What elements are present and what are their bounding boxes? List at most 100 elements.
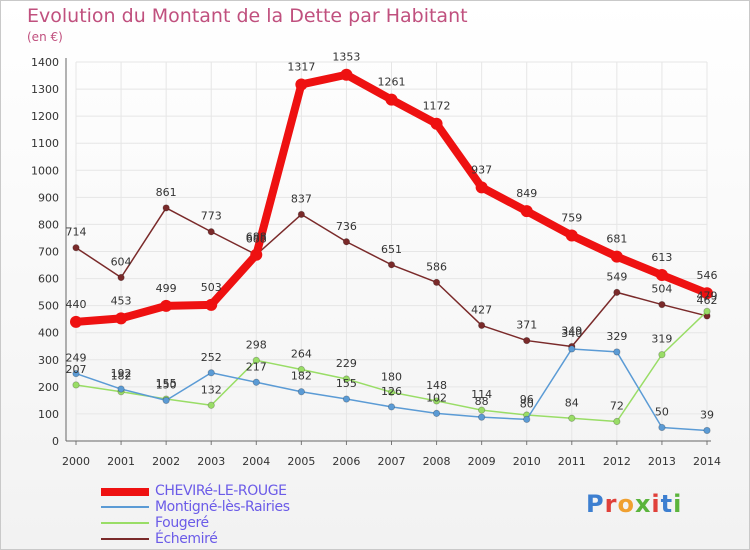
logo-letter: i — [651, 490, 661, 518]
data-label-chevire-2006: 1353 — [332, 51, 360, 64]
point-fougere-2003 — [207, 401, 215, 409]
data-label-fougere-2006: 229 — [336, 357, 357, 370]
y-tick-label-900: 900 — [38, 191, 59, 204]
x-tick-label-2010: 2010 — [513, 455, 541, 468]
x-tick-label-2007: 2007 — [378, 455, 406, 468]
data-label-echemire-2013: 504 — [651, 283, 672, 296]
data-label-montigne-2011: 340 — [561, 327, 582, 340]
point-echemire-2002 — [162, 204, 170, 212]
point-fougere-2014 — [703, 307, 711, 315]
point-echemire-2001 — [117, 273, 125, 282]
x-tick-label-2000: 2000 — [62, 455, 90, 468]
x-tick-label-2002: 2002 — [152, 455, 180, 468]
point-fougere-2011 — [568, 414, 576, 422]
point-montigne-2013 — [658, 423, 666, 432]
x-tick-label-2001: 2001 — [107, 455, 135, 468]
legend-swatch-fougere — [101, 522, 149, 524]
x-tick-label-2006: 2006 — [332, 455, 360, 468]
data-label-echemire-2002: 861 — [156, 186, 177, 199]
logo-letter: x — [634, 490, 652, 518]
point-chevire-2011 — [565, 229, 578, 242]
legend-swatch-chevire — [101, 488, 149, 496]
y-tick-label-0: 0 — [52, 435, 59, 448]
data-label-echemire-2008: 586 — [426, 260, 447, 273]
point-montigne-2000 — [72, 369, 80, 378]
point-fougere-2006 — [342, 375, 351, 383]
point-echemire-2012 — [613, 288, 621, 296]
data-label-echemire-2004: 688 — [246, 233, 267, 246]
data-label-fougere-2013: 319 — [651, 333, 672, 346]
data-label-montigne-2012: 329 — [606, 330, 627, 343]
data-label-chevire-2013: 613 — [651, 251, 672, 264]
point-fougere-2007 — [387, 388, 396, 396]
x-tick-label-2008: 2008 — [423, 455, 451, 468]
point-chevire-2007 — [385, 93, 398, 106]
point-chevire-2003 — [205, 298, 218, 311]
point-fougere-2012 — [613, 417, 621, 426]
data-label-fougere-2011: 84 — [565, 396, 579, 409]
data-label-montigne-2008: 102 — [426, 391, 447, 404]
point-montigne-2003 — [207, 369, 215, 377]
y-tick-label-1300: 1300 — [31, 83, 59, 96]
data-label-echemire-2012: 549 — [606, 270, 627, 283]
data-label-echemire-2014: 462 — [697, 294, 718, 307]
y-tick-label-1200: 1200 — [31, 110, 59, 123]
data-label-montigne-2000: 249 — [66, 352, 87, 365]
point-echemire-2000 — [72, 244, 80, 252]
point-chevire-2002 — [160, 299, 173, 312]
data-label-fougere-2003: 132 — [201, 383, 222, 396]
x-tick-label-2003: 2003 — [197, 455, 225, 468]
data-label-montigne-2001: 192 — [111, 367, 132, 380]
legend-item-chevire: CHEVIRé-LE-ROUGE — [101, 483, 341, 500]
data-label-montigne-2013: 50 — [655, 405, 669, 418]
y-tick-label-300: 300 — [38, 354, 59, 367]
point-chevire-2013 — [655, 269, 668, 282]
point-echemire-2008 — [432, 278, 441, 286]
chart-title: Evolution du Montant de la Dette par Hab… — [27, 5, 468, 27]
point-chevire-2006 — [340, 68, 353, 81]
point-echemire-2013 — [658, 300, 666, 309]
data-label-montigne-2004: 217 — [246, 360, 267, 373]
y-tick-label-500: 500 — [38, 300, 59, 313]
data-label-fougere-2001: 182 — [111, 370, 132, 383]
data-label-echemire-2010: 371 — [516, 319, 537, 332]
y-tick-label-700: 700 — [38, 246, 59, 259]
x-tick-label-2005: 2005 — [287, 455, 315, 468]
point-montigne-2011 — [568, 345, 576, 353]
point-chevire-2012 — [610, 250, 623, 263]
point-chevire-2000 — [70, 315, 82, 328]
data-label-montigne-2010: 80 — [520, 397, 534, 410]
point-fougere-2004 — [252, 356, 260, 364]
point-montigne-2010 — [523, 415, 531, 423]
point-montigne-2007 — [387, 403, 396, 411]
y-tick-label-400: 400 — [38, 327, 59, 340]
point-echemire-2005 — [297, 210, 305, 219]
data-label-echemire-2007: 651 — [381, 243, 402, 256]
data-label-montigne-2005: 182 — [291, 370, 312, 383]
data-label-fougere-2010: 96 — [520, 393, 534, 406]
point-montigne-2001 — [117, 385, 125, 393]
point-montigne-2006 — [342, 395, 351, 403]
y-tick-label-1400: 1400 — [31, 56, 59, 69]
data-label-fougere-2008: 148 — [426, 379, 447, 392]
data-label-montigne-2007: 126 — [381, 385, 402, 398]
data-label-echemire-2000: 714 — [66, 226, 87, 239]
data-label-chevire-2007: 1261 — [378, 76, 406, 89]
data-label-montigne-2003: 252 — [201, 351, 222, 364]
point-chevire-2009 — [475, 181, 488, 194]
data-label-fougere-2007: 180 — [381, 370, 402, 383]
data-label-echemire-2011: 349 — [561, 325, 582, 338]
data-label-chevire-2001: 453 — [111, 294, 132, 307]
data-label-chevire-2002: 499 — [156, 282, 177, 295]
data-label-fougere-2000: 207 — [66, 363, 87, 376]
y-tick-label-100: 100 — [38, 408, 59, 421]
y-tick-label-1100: 1100 — [31, 137, 59, 150]
y-tick-label-600: 600 — [38, 273, 59, 286]
y-tick-label-200: 200 — [38, 381, 59, 394]
x-tick-label-2009: 2009 — [468, 455, 496, 468]
point-fougere-2009 — [478, 406, 486, 414]
data-label-chevire-2010: 849 — [516, 187, 537, 200]
proxiti-logo: Proxiti — [586, 490, 682, 518]
logo-letter: i — [673, 490, 683, 518]
